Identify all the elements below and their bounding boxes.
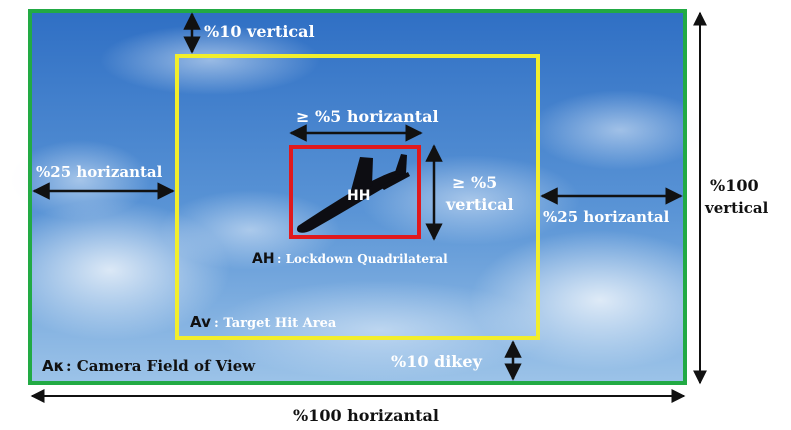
dimension-arrows bbox=[30, 11, 707, 403]
total-vertical-label-line2: vertical bbox=[704, 199, 769, 217]
lock-horizontal-label: ≥ %5 horizantal bbox=[296, 107, 439, 126]
lockdown-region-prefix: AH bbox=[252, 251, 275, 267]
lock-vertical-label-line1: ≥ %5 bbox=[452, 173, 497, 192]
total-horizontal-label: %100 horizantal bbox=[293, 406, 439, 425]
top-vertical-label: %10 vertical bbox=[204, 22, 315, 41]
camera-region-label: Aκ : Camera Field of View bbox=[42, 357, 256, 375]
lockdown-region-text: : Lockdown Quadrilateral bbox=[277, 252, 448, 266]
camera-region-prefix: Aκ bbox=[42, 357, 64, 375]
target-region-label: Av : Target Hit Area bbox=[190, 313, 337, 331]
target-hit-area-box bbox=[175, 54, 540, 340]
airplane-silhouette-icon bbox=[296, 154, 410, 233]
right-horizontal-label: %25 horizantal bbox=[543, 208, 670, 226]
lockdown-region-label: AH : Lockdown Quadrilateral bbox=[252, 251, 448, 267]
target-region-text: : Target Hit Area bbox=[214, 316, 337, 331]
target-region-prefix: Av bbox=[190, 313, 211, 331]
total-vertical-label-line1: %100 bbox=[710, 176, 759, 195]
bottom-dikey-label: %10 dikey bbox=[391, 352, 483, 371]
camera-field-of-view-box bbox=[28, 9, 687, 385]
cloud-layer bbox=[0, 25, 730, 380]
left-horizontal-label: %25 horizantal bbox=[36, 163, 163, 181]
lockdown-quadrilateral-box bbox=[289, 145, 421, 239]
camera-region-text: : Camera Field of View bbox=[66, 357, 256, 375]
aircraft-label: HH bbox=[347, 188, 370, 204]
lock-vertical-label-line2: vertical bbox=[445, 195, 514, 214]
